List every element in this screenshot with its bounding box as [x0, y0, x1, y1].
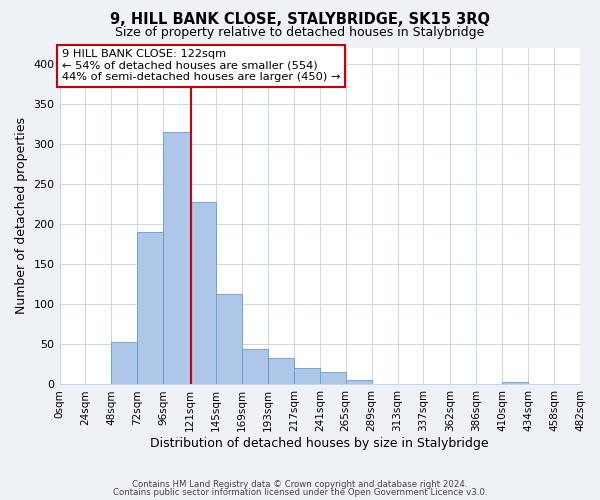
X-axis label: Distribution of detached houses by size in Stalybridge: Distribution of detached houses by size …	[151, 437, 489, 450]
Text: 9 HILL BANK CLOSE: 122sqm
← 54% of detached houses are smaller (554)
44% of semi: 9 HILL BANK CLOSE: 122sqm ← 54% of detac…	[62, 49, 340, 82]
Text: Contains HM Land Registry data © Crown copyright and database right 2024.: Contains HM Land Registry data © Crown c…	[132, 480, 468, 489]
Bar	[346, 380, 371, 384]
Bar	[294, 368, 320, 384]
Text: Contains public sector information licensed under the Open Government Licence v3: Contains public sector information licen…	[113, 488, 487, 497]
Bar	[242, 349, 268, 384]
Bar	[268, 358, 294, 384]
Bar	[320, 372, 346, 384]
Bar	[216, 294, 242, 384]
Bar	[112, 342, 137, 384]
Bar	[190, 202, 216, 384]
Text: 9, HILL BANK CLOSE, STALYBRIDGE, SK15 3RQ: 9, HILL BANK CLOSE, STALYBRIDGE, SK15 3R…	[110, 12, 490, 28]
Bar	[137, 232, 163, 384]
Text: Size of property relative to detached houses in Stalybridge: Size of property relative to detached ho…	[115, 26, 485, 39]
Bar	[163, 132, 190, 384]
Y-axis label: Number of detached properties: Number of detached properties	[15, 118, 28, 314]
Bar	[502, 382, 528, 384]
